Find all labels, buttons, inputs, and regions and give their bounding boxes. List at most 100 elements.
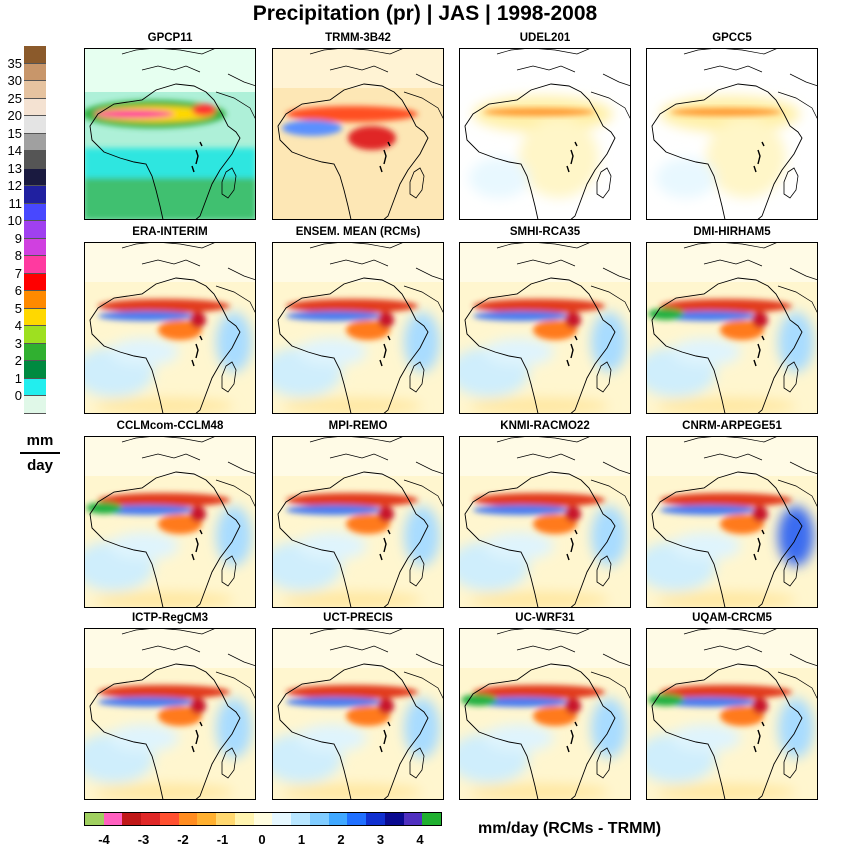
map-north-region [459, 242, 631, 282]
madagascar-coastline [783, 555, 799, 587]
highland-bias-blob [378, 312, 394, 328]
absolute-colorbar-swatch [24, 221, 46, 239]
ocean-bias-layer [272, 698, 440, 800]
indian-ocean-bias-blob [778, 698, 814, 758]
absolute-colorbar-swatch [24, 361, 46, 379]
southern-bias-blob [656, 592, 796, 608]
central-bias-blob [346, 706, 390, 726]
difference-colorbar-swatch [85, 813, 105, 825]
absolute-colorbar-swatch [24, 98, 46, 117]
bias-layer [469, 96, 613, 198]
sahel-bias-band [660, 493, 792, 534]
dry-bias-band [473, 685, 605, 699]
ocean-bias-layer [84, 698, 252, 800]
arabia-coastline [403, 73, 444, 121]
dry-bias-band [286, 493, 418, 507]
map-panel-fill [272, 436, 444, 608]
great-lakes [566, 335, 578, 367]
map-panel: KNMI-RACMO22 [459, 420, 631, 608]
ocean-bias-blob [484, 724, 554, 752]
ocean-bias-layer [272, 506, 440, 608]
absolute-colorbar-tick: 15 [7, 125, 22, 141]
absolute-colorbar-tick: 14 [7, 143, 22, 159]
difference-colorbar-swatch [122, 813, 142, 825]
map-panel-title: UC-WRF31 [515, 612, 575, 624]
map-north-region [84, 436, 256, 476]
dry-bias-band [473, 493, 605, 507]
sahel-bias-band [98, 685, 230, 726]
ocean-bias-layer [84, 312, 252, 414]
africa-coastline [277, 277, 429, 414]
absolute-colorbar-tick-labels: 35 30 25 20 15 14 13 12 11 10 9 8 7 6 5 4 3 2 1 0 [0, 46, 22, 414]
ocean-bias-layer [646, 506, 814, 608]
map-panel-border [459, 628, 631, 800]
central-bias-blob [706, 118, 786, 198]
great-lakes [379, 721, 391, 753]
highland-bias-blob [378, 506, 394, 522]
madagascar-coastline [409, 747, 425, 779]
wet-bias-band [473, 505, 569, 515]
map-panel-plot [84, 48, 256, 220]
absolute-colorbar-swatch [24, 151, 46, 169]
madagascar-coastline [409, 361, 425, 393]
difference-colorbar-swatch [291, 813, 311, 825]
absolute-colorbar-tick: 10 [7, 213, 22, 229]
map-panel-fill [459, 628, 631, 800]
great-lakes [753, 721, 765, 753]
map-panel-title: CCLMcom-CCLM48 [116, 420, 224, 432]
map-panel-fill [646, 48, 818, 220]
sahel-bias-band [286, 493, 418, 534]
absolute-colorbar-swatch [24, 326, 46, 344]
dry-bias-band [286, 299, 418, 313]
ocean-bias-layer [646, 312, 814, 414]
highland-bias-blob [565, 312, 581, 328]
map-panel-fill [459, 436, 631, 608]
absolute-colorbar-tick: 3 [14, 335, 22, 351]
dry-bias-band [286, 685, 418, 699]
highland-bias-blob [752, 506, 768, 522]
map-panel-fill [459, 48, 631, 220]
arabia-coastline [590, 73, 631, 121]
difference-colorbar-swatch [197, 813, 217, 825]
ocean-bias-layer [84, 506, 252, 608]
map-panel-plot [459, 242, 631, 414]
absolute-colorbar-tick: 13 [7, 160, 22, 176]
map-panel-plot [272, 628, 444, 800]
southern-bias-blob [282, 784, 422, 800]
highland-bias-blob [565, 698, 581, 714]
africa-coastline [464, 663, 616, 800]
map-panel: UCT-PRECIS [272, 612, 444, 800]
africa-coastline [277, 471, 429, 608]
highland-bias-blob [190, 312, 206, 328]
absolute-colorbar-swatch [24, 256, 46, 274]
dry-bias-band [660, 493, 792, 507]
madagascar-coastline [783, 361, 799, 393]
absolute-colorbar-tick: 30 [7, 73, 22, 89]
map-panel-title: MPI-REMO [328, 420, 388, 432]
wet-bias-band [473, 311, 569, 321]
map-panel: ENSEM. MEAN (RCMs) [272, 226, 444, 414]
southern-bias-blob [282, 592, 422, 608]
indian-ocean-bias-blob [404, 312, 440, 372]
difference-colorbar-swatch [384, 813, 405, 825]
sahel-bias-band [473, 299, 605, 340]
absolute-colorbar-tick: 12 [7, 178, 22, 194]
map-panel-title: UDEL201 [519, 32, 571, 44]
map-panel-border [646, 628, 818, 800]
absolute-colorbar-swatch [24, 203, 46, 222]
africa-coastline [651, 277, 803, 414]
absolute-colorbar-tick: 7 [14, 265, 22, 281]
arabia-coastline [590, 653, 631, 701]
central-bias-blob [720, 320, 764, 340]
africa-coastline [89, 277, 241, 414]
dry-bias-band [670, 108, 782, 116]
africa-coastline [89, 471, 241, 608]
absolute-colorbar-swatch [24, 168, 46, 187]
difference-colorbar-tick: 0 [258, 832, 266, 847]
central-bias-blob [158, 320, 202, 340]
map-panel-plot [646, 48, 818, 220]
map-panel-title: DMI-HIRHAM5 [693, 226, 771, 238]
sahel-bias-band [286, 299, 418, 340]
map-panel-fill [646, 436, 818, 608]
map-panel-plot [272, 48, 444, 220]
